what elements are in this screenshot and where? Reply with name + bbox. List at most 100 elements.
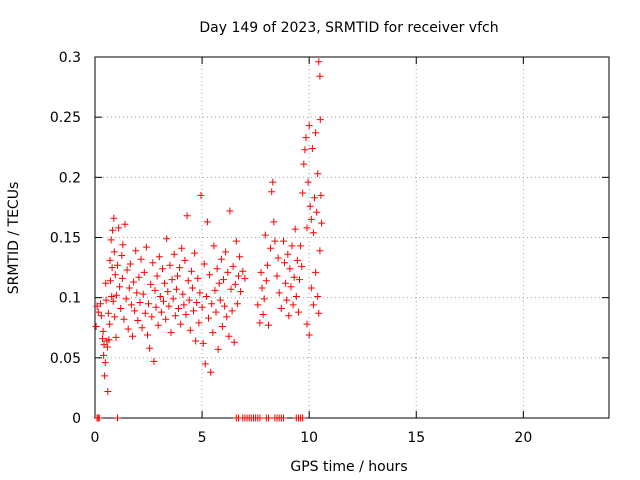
data-point (237, 288, 245, 296)
data-point (313, 208, 321, 216)
data-point (299, 414, 307, 422)
data-point (115, 224, 123, 232)
data-point (106, 320, 114, 328)
data-point (282, 279, 290, 287)
data-point (201, 360, 209, 368)
data-point (232, 237, 240, 245)
data-point (118, 274, 126, 282)
data-point (182, 311, 190, 318)
data-point (268, 188, 276, 196)
data-point (170, 250, 178, 258)
data-point (228, 307, 236, 315)
data-point (126, 260, 134, 268)
data-point (171, 312, 179, 320)
data-point (200, 260, 208, 268)
data-point (273, 272, 281, 280)
data-point (190, 307, 197, 315)
data-point (104, 388, 112, 395)
data-point (197, 191, 205, 199)
data-point (220, 276, 227, 284)
data-point (261, 231, 269, 239)
data-point (118, 252, 126, 259)
data-point (155, 253, 163, 261)
data-point (178, 244, 186, 252)
data-point (165, 302, 173, 310)
data-point (307, 284, 315, 292)
data-point (137, 255, 145, 263)
data-point (108, 293, 116, 300)
data-point (194, 274, 202, 282)
data-point (151, 286, 159, 294)
data-point (198, 303, 206, 311)
data-point (184, 277, 192, 285)
data-point (125, 284, 133, 292)
data-point (110, 214, 118, 222)
data-point (267, 244, 275, 252)
grid-lines (95, 57, 609, 418)
y-tick-label: 0.2 (59, 170, 81, 186)
data-point (101, 359, 109, 367)
data-point (154, 321, 162, 329)
data-point (280, 237, 287, 245)
data-point (316, 72, 324, 80)
data-point (309, 229, 317, 237)
data-point (222, 248, 230, 256)
data-point (257, 268, 265, 276)
data-point (185, 296, 193, 304)
data-point (265, 321, 272, 329)
x-tick-label: 20 (514, 430, 532, 446)
data-point (135, 273, 143, 281)
data-point (195, 319, 203, 327)
data-point (286, 265, 294, 273)
data-point (208, 300, 216, 308)
data-point (176, 264, 184, 272)
data-point (259, 311, 267, 318)
data-point (256, 319, 264, 327)
data-point (296, 276, 303, 284)
data-point (269, 178, 277, 186)
data-point (119, 241, 127, 249)
data-point (111, 271, 119, 279)
data-point (311, 194, 318, 202)
data-point (180, 301, 188, 309)
data-point (216, 296, 224, 304)
x-tick-label: 5 (198, 430, 207, 446)
data-point (152, 303, 160, 311)
data-point (316, 247, 324, 255)
data-point (140, 268, 148, 276)
data-point (117, 305, 125, 312)
data-point (212, 308, 220, 316)
data-point (274, 254, 282, 262)
data-point (275, 289, 283, 297)
data-point (312, 129, 320, 137)
data-point (308, 145, 316, 152)
data-point (102, 279, 110, 287)
data-point (142, 243, 150, 251)
data-point (233, 300, 241, 308)
data-point (263, 261, 271, 269)
data-point (293, 256, 301, 264)
data-point (239, 267, 247, 275)
data-point (96, 300, 104, 308)
data-point (236, 253, 244, 261)
data-point (203, 218, 211, 226)
data-point (260, 295, 268, 303)
data-point (105, 336, 113, 344)
data-point (106, 256, 114, 264)
data-point (145, 300, 152, 308)
data-point (229, 262, 237, 270)
data-point (292, 293, 300, 300)
data-point (207, 368, 215, 376)
data-point (166, 261, 174, 269)
data-point (183, 212, 191, 220)
data-point (318, 219, 326, 227)
data-point (132, 247, 140, 255)
data-point (202, 293, 210, 300)
data-point (297, 242, 305, 250)
data-point (106, 277, 114, 285)
data-point (133, 289, 141, 297)
data-point (112, 333, 120, 341)
data-point (312, 268, 320, 276)
data-point (163, 235, 171, 243)
